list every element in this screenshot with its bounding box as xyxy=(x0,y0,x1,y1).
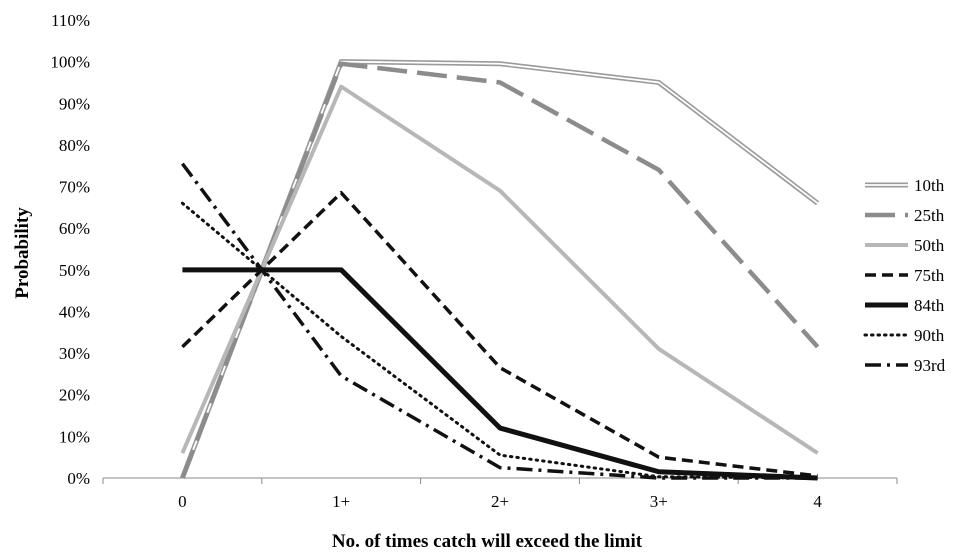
series-93rd-line xyxy=(180,162,818,480)
y-tick-label: 50% xyxy=(59,261,90,280)
y-tick-label: 0% xyxy=(67,469,90,488)
legend-label: 50th xyxy=(914,236,945,255)
legend-label: 75th xyxy=(914,266,945,285)
series-90th-line xyxy=(180,201,820,480)
legend-label: 10th xyxy=(914,176,945,195)
x-tick-label: 3+ xyxy=(650,492,668,511)
x-tick-label: 0 xyxy=(178,492,187,511)
y-tick-label: 10% xyxy=(59,427,90,446)
x-axis-title: No. of times catch will exceed the limit xyxy=(332,531,643,552)
series-line xyxy=(180,162,818,480)
y-tick-label: 90% xyxy=(59,94,90,113)
y-tick-label: 70% xyxy=(59,178,90,197)
y-tick-label: 80% xyxy=(59,136,90,155)
legend-item: 50th xyxy=(865,236,945,255)
legend-item: 10th xyxy=(865,176,945,195)
series-line xyxy=(180,201,820,480)
y-axis-title: Probability xyxy=(12,207,33,299)
series-84th-line xyxy=(182,267,818,481)
y-tick-label: 20% xyxy=(59,386,90,405)
series-75th-line xyxy=(181,191,818,478)
series-25th-line xyxy=(180,61,820,479)
legend-item: 75th xyxy=(865,266,945,285)
legend-label: 93rd xyxy=(914,356,946,375)
legend-label: 84th xyxy=(914,296,945,315)
y-tick-label: 110% xyxy=(51,11,90,30)
y-tick-label: 40% xyxy=(59,302,90,321)
y-tick-label: 60% xyxy=(59,219,90,238)
legend: 10th 25th 50th 75th 84th 90th 93rd xyxy=(863,176,946,375)
legend-item: 25th xyxy=(865,206,945,225)
series-line xyxy=(182,267,818,481)
legend-item: 84th xyxy=(865,296,945,315)
legend-label: 90th xyxy=(914,326,945,345)
y-tick-label: 100% xyxy=(50,53,90,72)
legend-item: 90th xyxy=(863,326,945,345)
y-axis-ticks: 0% 10% 20% 30% 40% 50% 60% 70% 80% 90% 100% 110% xyxy=(50,11,90,488)
x-tick-label: 4 xyxy=(813,492,822,511)
x-tick-label: 2+ xyxy=(491,492,509,511)
series-layer xyxy=(180,59,820,481)
x-tick-label: 1+ xyxy=(332,492,350,511)
y-tick-label: 30% xyxy=(59,344,90,363)
x-axis-ticks: 0 1+ 2+ 3+ 4 xyxy=(102,478,898,511)
legend-label: 25th xyxy=(914,206,945,225)
legend-item: 93rd xyxy=(865,356,946,375)
series-50th-line xyxy=(180,84,819,455)
